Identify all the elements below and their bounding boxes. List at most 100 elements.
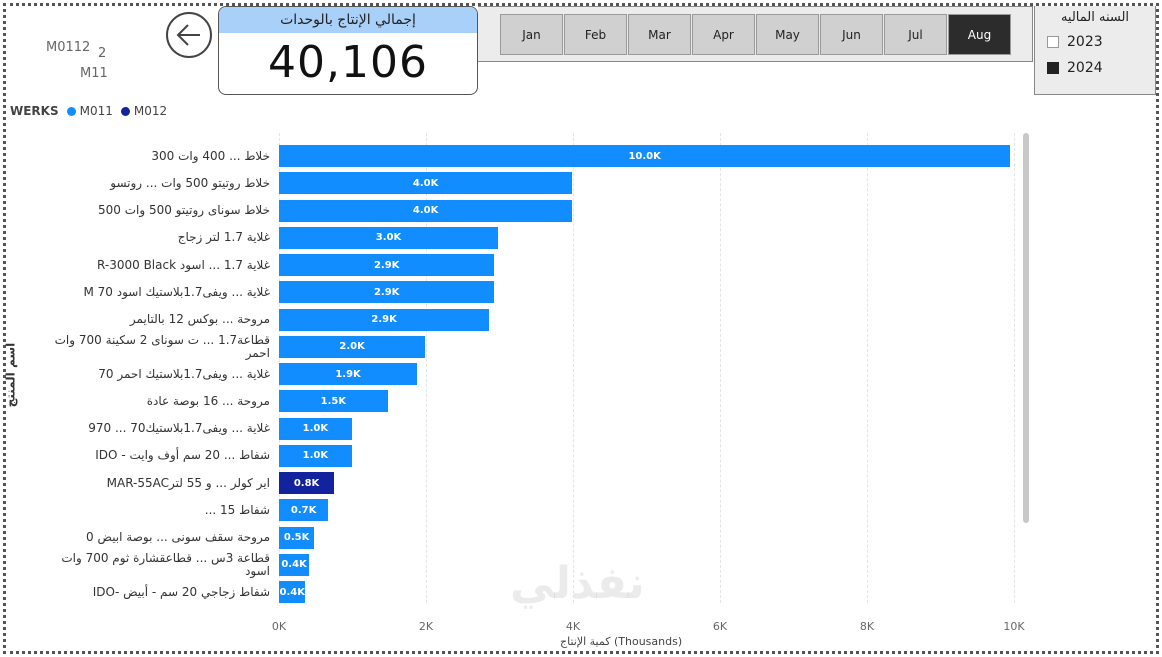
category-label: شفاط ... 20 سم أوف وايت - IDO [34, 443, 270, 469]
month-button-aug[interactable]: Aug [948, 14, 1011, 55]
bar[interactable]: 4.0K [279, 199, 573, 222]
chart-scrollbar[interactable] [1023, 133, 1029, 523]
category-label: قطاعة1.7 ... ت سوناى 2 سكينة 700 وات احم… [34, 333, 270, 360]
category-label-text: مروحة ... 16 بوصة عادة [146, 393, 270, 408]
bar[interactable]: 0.4K [279, 581, 306, 603]
gridline [573, 133, 574, 603]
bar[interactable]: 1.0K [279, 444, 352, 467]
kpi-title: إجمالي الإنتاج بالوحدات [219, 7, 477, 33]
category-label: غلاية ... ويفى1.7بلاستيك اسود 70 M [34, 279, 270, 305]
category-label-text: خلاط سوناى روتيتو 500 وات 500 [97, 203, 270, 217]
bar[interactable]: 2.9K [279, 308, 490, 331]
checkbox[interactable] [1047, 62, 1059, 74]
category-label: خلاط روتيتو 500 وات ... روتسو [34, 170, 270, 196]
data-label: 4.0K [412, 177, 439, 189]
category-label: خلاط سوناى روتيتو 500 وات 500 [34, 198, 270, 224]
total-production-card: إجمالي الإنتاج بالوحدات 40,106 [218, 6, 478, 95]
category-label: شفاط زجاجي 20 سم - أبيض -IDO [34, 579, 270, 605]
x-tick-label: 8K [859, 620, 875, 633]
data-label: 10.0K [628, 150, 661, 162]
x-axis-title: كمية الإنتاج (Thousands) [560, 635, 683, 648]
category-label: مروحة ... 16 بوصة عادة [34, 388, 270, 414]
data-label: 0.4K [281, 559, 307, 571]
bar[interactable]: 0.5K [279, 526, 315, 549]
bar[interactable]: 0.4K [279, 553, 310, 576]
data-label: 0.5K [283, 532, 310, 543]
bar[interactable]: 0.7K [279, 499, 329, 522]
report-canvas [3, 3, 1159, 654]
category-label-text: غلاية ... ويفى1.7بلاستيك احمر 70 [98, 366, 270, 381]
fiscal-year-slicer: السنه الماليه 2023 2024 [1034, 6, 1156, 95]
month-button-may[interactable]: May [756, 14, 819, 55]
category-label: مروحة ... بوكس 12 بالتايمر [34, 307, 270, 333]
checkbox[interactable] [1047, 36, 1059, 48]
data-label: 0.7K [290, 504, 317, 516]
data-label: 1.9K [335, 368, 361, 380]
category-label-text: غلاية ... ويفى1.7بلاستيك70 ... 970 [88, 421, 270, 435]
data-label: 1.0K [302, 450, 329, 462]
bar[interactable]: 3.0K [279, 226, 499, 249]
data-label: 2.9K [373, 259, 400, 271]
category-label-text: مروحة سقف سونى ... بوصة ابيض 0 [86, 530, 270, 544]
month-button-jan[interactable]: Jan [500, 14, 563, 55]
category-label-text: غلاية ... ويفى1.7بلاستيك اسود 70 M [83, 284, 270, 299]
data-label: 1.0K [302, 423, 329, 434]
legend-dot-icon [66, 106, 76, 116]
category-label: غلاية ... ويفى1.7بلاستيك احمر 70 [34, 361, 270, 387]
legend-item[interactable]: M012 [133, 104, 168, 118]
category-label-text: خلاط ... 400 وات 300 [151, 148, 270, 163]
bar[interactable]: 1.0K [279, 417, 352, 440]
map-label: M0112 [46, 40, 91, 55]
data-label: 2.9K [371, 314, 397, 325]
legend-item[interactable]: M011 [79, 104, 113, 118]
category-label: مروحة سقف سونى ... بوصة ابيض 0 [34, 525, 270, 551]
bar[interactable]: 1.9K [279, 363, 418, 385]
bar[interactable]: 4.0K [279, 172, 573, 195]
bar[interactable]: 1.5K [279, 390, 388, 413]
year-option-2023[interactable]: 2023 [1047, 34, 1103, 50]
x-tick-label: 0K [271, 620, 287, 633]
year-label: 2024 [1067, 60, 1103, 76]
bar[interactable]: 2.9K [279, 254, 495, 276]
arrow-left-icon [176, 24, 200, 46]
year-slicer-title: السنه الماليه [1060, 10, 1130, 25]
year-option-2024[interactable]: 2024 [1047, 60, 1103, 76]
category-label-text: خلاط روتيتو 500 وات ... روتسو [110, 175, 270, 190]
data-label: 0.8K [293, 477, 320, 489]
bar[interactable]: 2.0K [279, 335, 426, 358]
category-label-text: شفاط 15 ... [204, 502, 270, 517]
map-label: M11 [80, 66, 108, 81]
back-button[interactable] [166, 12, 212, 58]
category-label-text: قطاعة 3س ... قطاعقشارة ثوم 700 وات اسود [61, 550, 270, 578]
bar[interactable]: 0.8K [279, 472, 335, 494]
month-button-jun[interactable]: Jun [820, 14, 883, 55]
bar[interactable]: 2.9K [279, 281, 495, 304]
month-button-feb[interactable]: Feb [564, 14, 627, 55]
data-label: 2.9K [373, 286, 400, 298]
bar[interactable]: 10.0K [279, 145, 1011, 167]
data-label: 4.0K [412, 205, 439, 216]
gridline [1014, 133, 1015, 603]
kpi-value: 40,106 [268, 37, 428, 88]
month-button-mar[interactable]: Mar [628, 14, 691, 55]
x-tick-label: 4K [565, 620, 581, 633]
watermark: نفذلي [510, 558, 645, 609]
category-label: اير كولر ... و 55 لترMAR-55AC [34, 470, 270, 496]
category-label: قطاعة 3س ... قطاعقشارة ثوم 700 وات اسود [34, 550, 270, 578]
category-label: غلاية ... ويفى1.7بلاستيك70 ... 970 [34, 416, 270, 442]
data-label: 3.0K [375, 232, 402, 244]
category-label: غلاية 1.7 ... اسود R-3000 Black [34, 252, 270, 278]
month-button-apr[interactable]: Apr [692, 14, 755, 55]
data-label: 0.4K [279, 586, 305, 598]
map-label: 2 [98, 46, 107, 61]
category-label-text: شفاط ... 20 سم أوف وايت - IDO [95, 448, 270, 463]
category-label: غلاية 1.7 لتر زجاج [34, 225, 270, 251]
chart-legend: WERKS M011 M012 [10, 104, 167, 118]
x-tick-label: 2K [418, 620, 434, 633]
category-label-text: مروحة ... بوكس 12 بالتايمر [129, 312, 270, 326]
legend-dot-icon [120, 106, 130, 116]
year-label: 2023 [1067, 34, 1103, 50]
month-button-jul[interactable]: Jul [884, 14, 947, 55]
month-slicer: Jan Feb Mar Apr May Jun Jul Aug [478, 6, 1033, 62]
category-label-text: غلاية 1.7 لتر زجاج [177, 230, 270, 245]
